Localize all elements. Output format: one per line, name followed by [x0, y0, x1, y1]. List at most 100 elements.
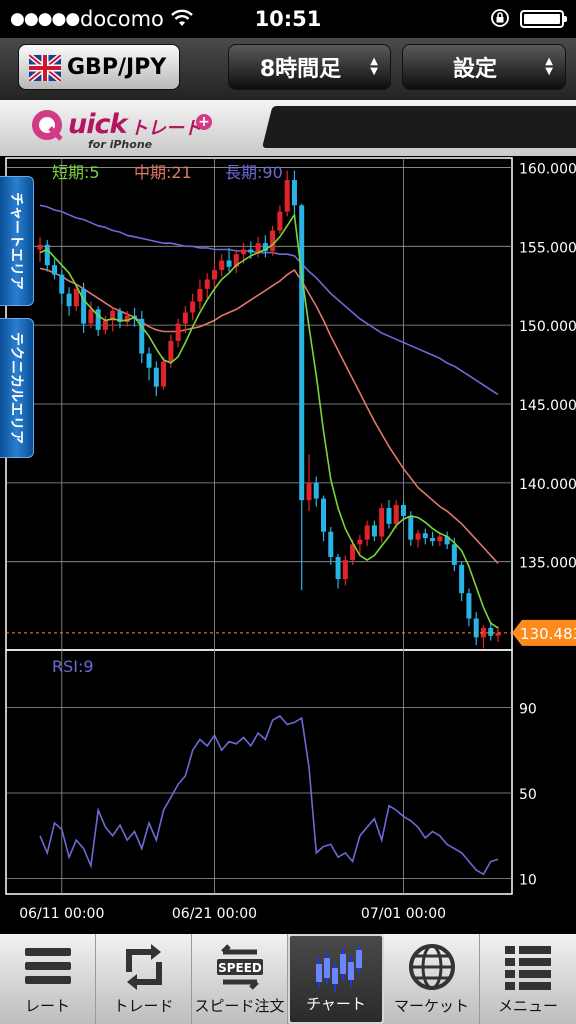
- legend-entry: 中期:21: [134, 163, 192, 182]
- quick-logo-q-icon: [32, 110, 63, 141]
- candle-body: [386, 508, 392, 524]
- tab-rate-label: レート: [24, 997, 70, 1015]
- candle-body: [168, 340, 174, 362]
- candle-body: [197, 288, 203, 302]
- wifi-icon: [171, 9, 193, 26]
- candle-body: [52, 265, 58, 275]
- time-axis-label: 06/11 00:00: [19, 906, 104, 922]
- candle-body: [495, 632, 501, 636]
- candle-body: [444, 536, 450, 545]
- side-tab-technical-area[interactable]: テクニカルエリア: [0, 318, 34, 458]
- candle-body: [451, 544, 457, 565]
- candle-body: [161, 361, 167, 387]
- sma-long-line: [39, 204, 499, 396]
- candle-body: [102, 320, 108, 330]
- candle-body: [284, 180, 290, 212]
- tab-trade-label: トレード: [113, 997, 174, 1015]
- candle-body: [400, 504, 406, 516]
- candle-body: [488, 627, 494, 636]
- candle-body: [59, 274, 65, 294]
- candle-body: [226, 260, 232, 267]
- candle-body: [66, 293, 72, 307]
- uk-flag-icon: [29, 55, 61, 81]
- candle-body: [44, 244, 50, 266]
- candle-body: [139, 318, 145, 354]
- candle-body: [473, 618, 479, 638]
- tab-chart-label: チャート: [306, 995, 366, 1013]
- current-price-marker: [512, 619, 576, 646]
- timeframe-select[interactable]: 8時間足 ▲ ▼: [228, 44, 391, 90]
- globe-icon: [409, 944, 455, 990]
- candle-body: [204, 279, 210, 289]
- candle-body: [357, 539, 363, 545]
- candlestick-icon: [316, 946, 362, 992]
- menu-grid-icon: [505, 946, 551, 990]
- legend-entry: 長期:90: [225, 163, 283, 182]
- candle-body: [364, 525, 370, 540]
- side-tab-technical-area-label: テクニカルエリア: [7, 332, 24, 444]
- candle-body: [73, 288, 79, 307]
- candle-body: [81, 288, 87, 324]
- updown-arrows-icon: ▲ ▼: [545, 56, 553, 77]
- candle-body: [342, 560, 348, 580]
- candle-body: [124, 315, 130, 322]
- candle-body: [321, 498, 327, 532]
- side-tab-chart-area[interactable]: チャートエリア: [0, 176, 34, 306]
- tab-market-label: マーケット: [393, 997, 469, 1015]
- tab-market[interactable]: マーケット: [384, 934, 480, 1024]
- price-chart[interactable]: 160.000 155.000 150.000 145.000 140.000 135.0…: [0, 156, 576, 934]
- candle-body: [248, 249, 254, 253]
- tab-menu[interactable]: メニュー: [480, 934, 576, 1024]
- price-tick-label: 140.000: [519, 477, 576, 493]
- rsi-tick-label: 50: [519, 787, 537, 803]
- candle-body: [422, 533, 428, 539]
- candle-body: [408, 515, 414, 540]
- candle-body: [371, 525, 377, 537]
- candle-body: [95, 309, 101, 330]
- candle-body: [255, 243, 261, 253]
- candle-body: [182, 312, 188, 324]
- candle-body: [175, 323, 181, 341]
- settings-select[interactable]: 設定 ▲ ▼: [402, 44, 566, 90]
- price-tick-label: 160.000: [519, 161, 576, 177]
- rsi-tick-label: 90: [519, 701, 537, 717]
- rsi-line: [39, 714, 499, 876]
- candle-body: [88, 309, 94, 324]
- sma-mid-line: [39, 267, 499, 564]
- toolbar: GBP/JPY 8時間足 ▲ ▼ 設定 ▲ ▼: [0, 38, 576, 100]
- brand-subtitle: トレード: [130, 118, 202, 139]
- tab-menu-label: メニュー: [497, 997, 558, 1015]
- brand-plus-icon: +: [196, 114, 212, 130]
- legend-entry: 短期:5: [52, 163, 100, 182]
- tab-trade[interactable]: トレード: [96, 934, 192, 1024]
- candle-body: [480, 627, 486, 638]
- candle-body: [270, 230, 276, 252]
- candle-body: [430, 538, 436, 542]
- candle-body: [37, 244, 43, 250]
- tab-chart[interactable]: チャート: [288, 934, 384, 1024]
- battery-icon: [520, 10, 567, 28]
- current-price-label: 130.483: [520, 625, 576, 643]
- candle-body: [291, 180, 297, 206]
- price-tick-label: 150.000: [519, 319, 576, 335]
- candle-body: [379, 508, 385, 537]
- tab-rate[interactable]: レート: [0, 934, 96, 1024]
- tab-speed-order[interactable]: SPEED スピード注文: [192, 934, 288, 1024]
- side-tab-chart-area-label: チャートエリア: [7, 192, 24, 290]
- candle-body: [233, 254, 239, 267]
- time-axis-label: 07/01 00:00: [361, 906, 446, 922]
- carrier-name: docomo: [80, 7, 164, 31]
- candle-body: [335, 556, 341, 580]
- banner-info-panel: [262, 106, 576, 148]
- brand-banner: uick トレード + for iPhone: [0, 100, 576, 156]
- chart-area[interactable]: 160.000 155.000 150.000 145.000 140.000 135.0…: [0, 156, 576, 934]
- exchange-icon: [126, 944, 162, 990]
- list-icon: [25, 948, 71, 984]
- timeframe-label: 8時間足: [259, 57, 342, 82]
- currency-pair-button[interactable]: GBP/JPY: [18, 44, 180, 90]
- updown-arrows-icon: ▲ ▼: [370, 56, 378, 77]
- currency-pair-label: GBP/JPY: [67, 54, 167, 80]
- settings-label: 設定: [452, 57, 497, 82]
- speed-icon: SPEED: [217, 944, 263, 990]
- candle-body: [415, 533, 421, 540]
